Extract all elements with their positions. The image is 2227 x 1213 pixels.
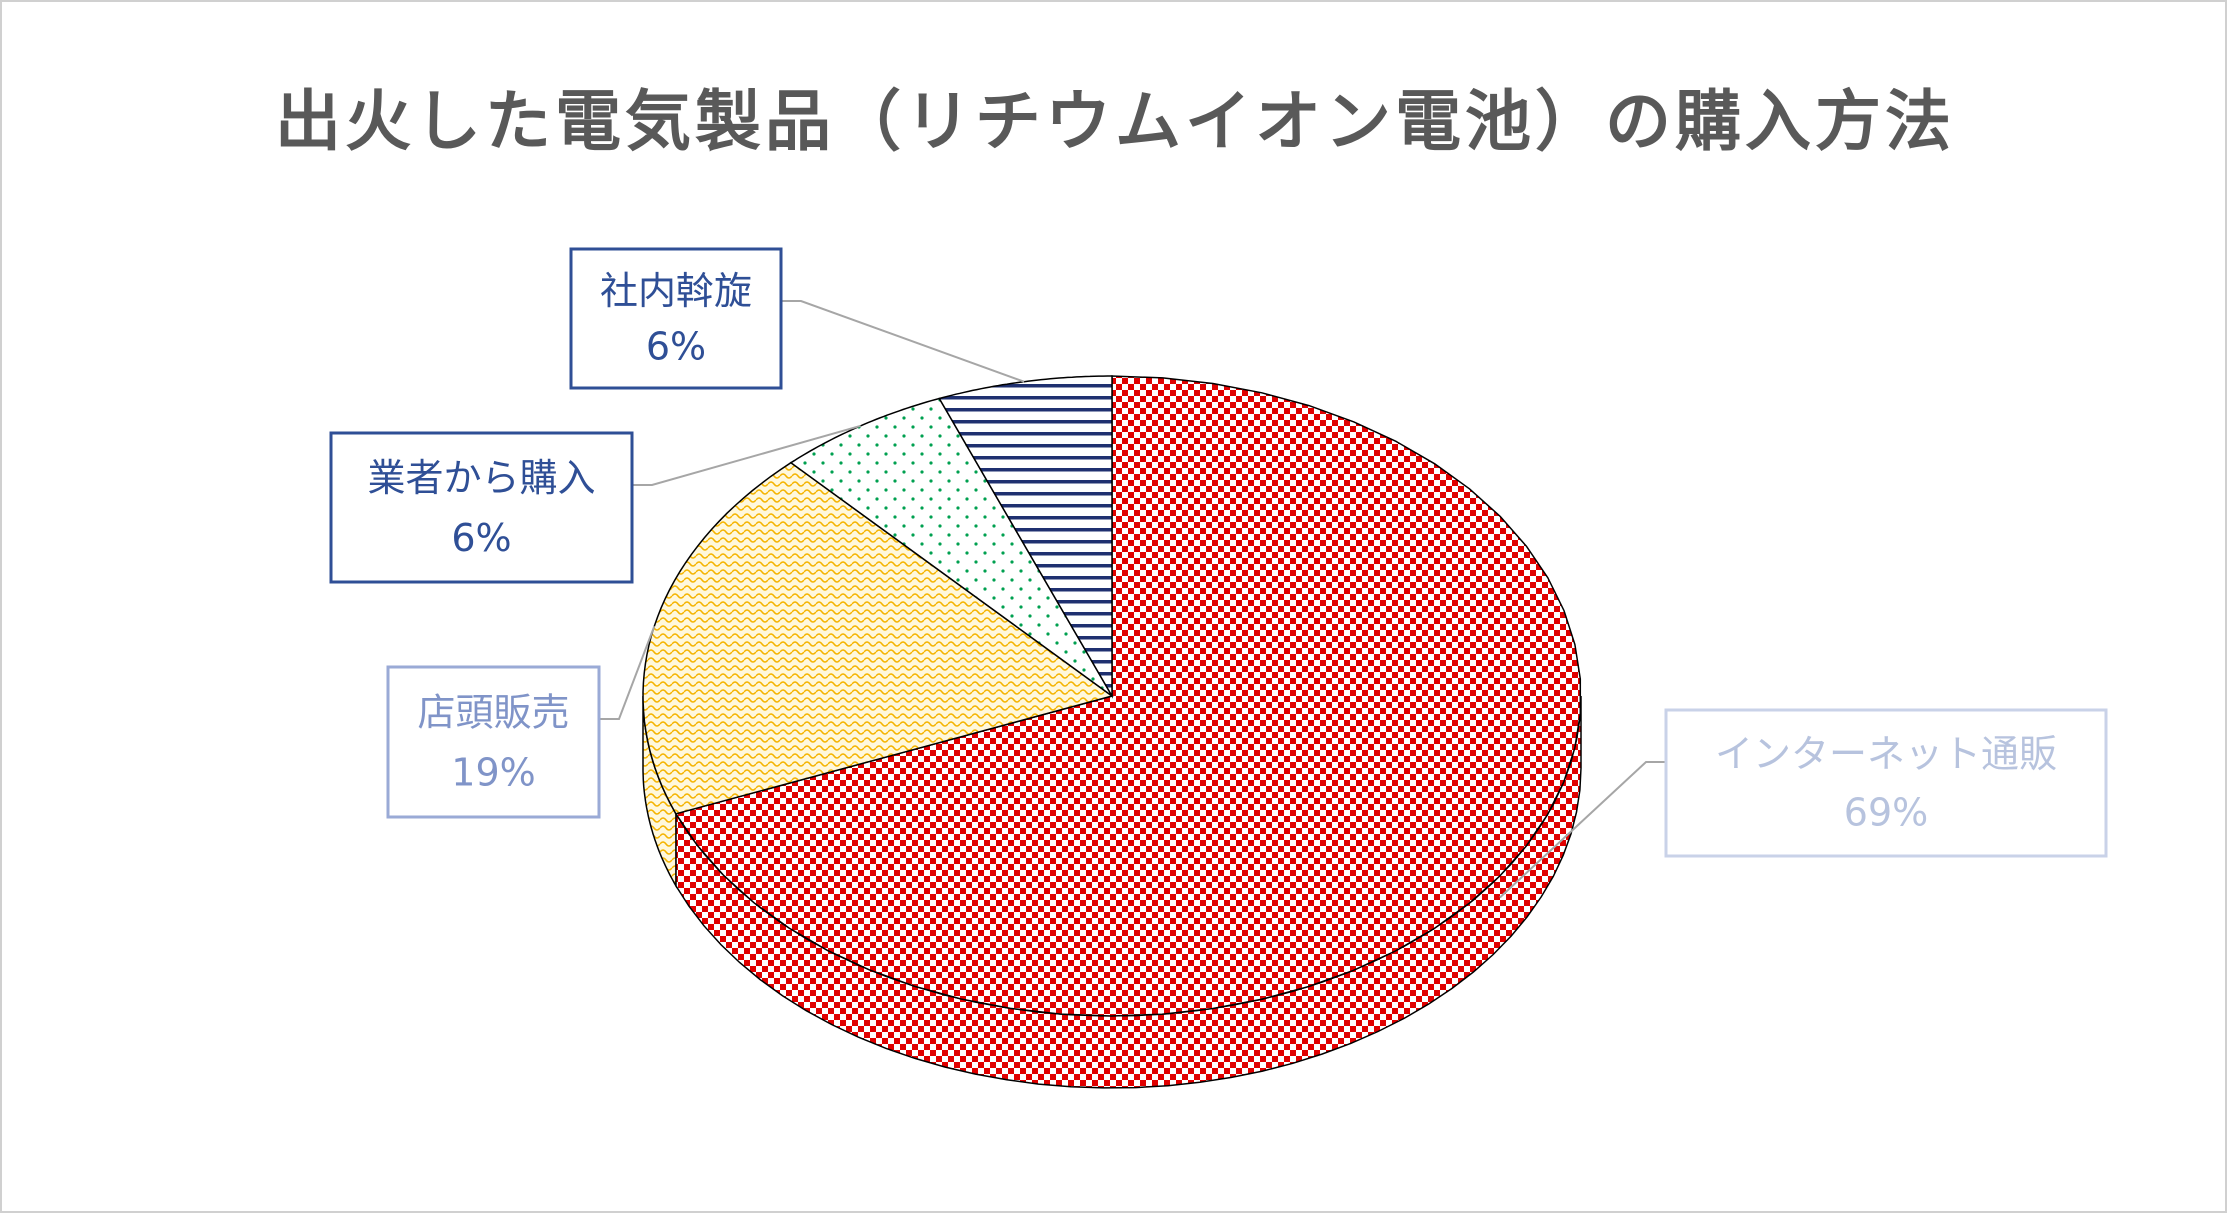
data-label-value: 19% xyxy=(451,751,535,795)
data-label-name: 社内斡旋 xyxy=(600,269,752,313)
leader-line xyxy=(1499,761,1666,899)
data-label-name: 業者から購入 xyxy=(367,456,595,500)
label-box xyxy=(1664,708,2108,858)
data-label-value: 6% xyxy=(451,516,511,560)
leader-line xyxy=(599,625,656,720)
label-box xyxy=(386,665,601,819)
data-label-name: インターネット通販 xyxy=(1715,732,2057,776)
data-label-value: 69% xyxy=(1844,791,1928,835)
leader-line xyxy=(632,424,861,486)
chart-title: 出火した電気製品（リチウムイオン電池）の購入方法 xyxy=(275,83,1955,160)
leader-line xyxy=(781,300,1025,383)
label-box xyxy=(329,431,634,584)
data-label-value: 6% xyxy=(646,325,706,369)
data-label-name: 店頭販売 xyxy=(417,691,569,735)
slice xyxy=(674,375,1582,1017)
label-box xyxy=(569,247,783,390)
